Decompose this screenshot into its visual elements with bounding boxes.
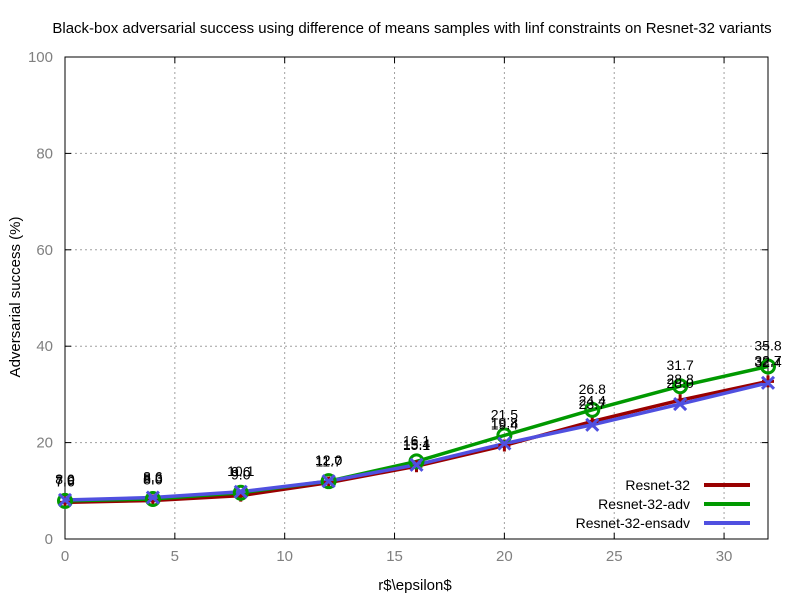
data-label: 19.8 <box>491 415 518 431</box>
data-point <box>760 358 776 375</box>
data-point <box>760 375 776 390</box>
y-axis-ticks: 0 20 40 60 80 100 <box>28 49 768 548</box>
legend: Resnet-32 Resnet-32-adv Resnet-32-ensadv <box>576 477 750 531</box>
y-tick-label: 100 <box>28 49 53 66</box>
data-point <box>408 453 425 470</box>
data-label: 16.1 <box>403 432 430 448</box>
y-tick-label: 40 <box>36 338 53 355</box>
x-axis-label: r$\epsilon$ <box>378 577 452 594</box>
grid <box>65 57 768 539</box>
x-tick-label: 15 <box>386 548 403 565</box>
data-point <box>409 457 424 472</box>
data-point <box>232 484 249 501</box>
data-label: 8.6 <box>143 469 163 485</box>
data-point <box>233 484 248 499</box>
data-point <box>320 473 337 490</box>
data-label: 35.8 <box>754 337 781 353</box>
y-tick-label: 60 <box>36 242 53 259</box>
data-labels: 7.6 8.0 9.011.715.119.424.428.832.77.9 8.3 9… <box>55 337 782 489</box>
data-label: 15.1 <box>403 437 430 453</box>
data-label: 10.1 <box>227 463 254 479</box>
data-label: 9.0 <box>231 467 251 483</box>
legend-label: Resnet-32 <box>625 477 690 493</box>
y-tick-label: 80 <box>36 145 53 162</box>
data-point <box>321 474 336 489</box>
x-tick-label: 30 <box>716 548 733 565</box>
data-point <box>497 436 512 451</box>
data-label: 11.7 <box>316 454 342 470</box>
data-point <box>585 417 600 432</box>
data-point <box>144 490 161 507</box>
series-group <box>57 358 776 509</box>
y-tick-label: 20 <box>36 435 53 452</box>
data-label: 24.4 <box>579 392 606 408</box>
data-label: 31.7 <box>667 357 694 373</box>
data-point <box>584 401 601 418</box>
y-tick-label: 0 <box>45 531 53 548</box>
data-label: 26.8 <box>579 381 606 397</box>
data-point <box>672 378 689 395</box>
data-label: 12.0 <box>315 452 342 468</box>
data-point <box>57 492 73 509</box>
data-label: 23.7 <box>579 396 606 412</box>
x-tick-label: 0 <box>61 548 69 565</box>
data-label: 19.4 <box>491 416 518 432</box>
data-label: 8.0 <box>143 471 163 487</box>
plot-border <box>64 56 769 540</box>
data-label: 32.7 <box>754 352 781 368</box>
x-tick-label: 10 <box>276 548 293 565</box>
data-label: 7.9 <box>55 472 75 488</box>
chart-title: Black-box adversarial success using diff… <box>52 20 771 37</box>
data-point <box>145 490 160 505</box>
data-point <box>57 492 73 508</box>
data-label: 7.6 <box>55 473 75 489</box>
x-tick-label: 5 <box>171 548 179 565</box>
data-label: 8.0 <box>55 471 75 487</box>
legend-label: Resnet-32-adv <box>598 496 690 512</box>
data-label: 9.6 <box>231 464 251 480</box>
data-label: 15.4 <box>403 436 430 452</box>
data-label: 32.4 <box>754 354 781 370</box>
data-label: 21.5 <box>491 406 518 422</box>
legend-label: Resnet-32-ensadv <box>576 515 690 531</box>
x-axis-ticks: 0 5 10 15 20 25 30 <box>61 57 733 565</box>
x-tick-label: 25 <box>606 548 623 565</box>
data-label: 28.0 <box>667 375 694 391</box>
data-label: 12.0 <box>315 452 342 468</box>
data-label: 8.3 <box>143 470 163 486</box>
data-point <box>673 396 688 412</box>
y-axis-label: Adversarial success (%) <box>7 217 24 378</box>
x-tick-label: 20 <box>496 548 513 565</box>
data-label: 28.8 <box>667 371 694 387</box>
